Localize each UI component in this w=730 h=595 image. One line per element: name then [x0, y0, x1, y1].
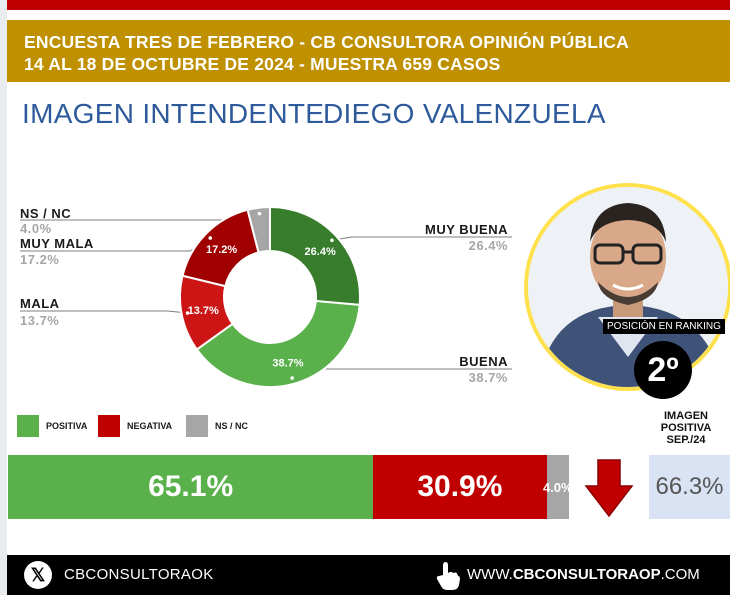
leader-dot [208, 236, 213, 240]
top-accent-bar [7, 0, 730, 10]
legend-label: POSITIVA [46, 420, 88, 431]
previous-value: 66.3% [649, 455, 730, 519]
donut-data-label: 17.2% [206, 244, 237, 256]
legend-swatch [98, 414, 120, 437]
header-line-2: 14 AL 18 DE OCTUBRE DE 2024 - MUESTRA 65… [24, 54, 501, 74]
pointer-hand-icon [436, 562, 460, 590]
previous-label-line-1: IMAGEN [664, 410, 708, 422]
legend-label: NEGATIVA [127, 420, 173, 431]
donut-data-label: 26.4% [305, 246, 336, 258]
label-muy-buena: MUY BUENA [425, 222, 508, 237]
donut-labels: 26.4% 38.7% 13.7% 17.2% [185, 211, 336, 380]
header-banner: ENCUESTA TRES DE FEBRERO - CB CONSULTORA… [7, 20, 730, 82]
footer: 𝕏 CBCONSULTORAOK WWW.CBCONSULTORAOP.COM [7, 555, 730, 595]
page: ENCUESTA TRES DE FEBRERO - CB CONSULTORA… [7, 0, 730, 595]
value-mala: 13.7% [20, 313, 60, 328]
x-logo-icon[interactable]: 𝕏 [24, 561, 52, 589]
legend-swatch [17, 414, 39, 437]
leader-dot [330, 238, 334, 243]
website-prefix: WWW. [467, 566, 513, 583]
social-handle[interactable]: CBCONSULTORAOK [64, 566, 214, 583]
donut-data-label: 38.7% [272, 358, 303, 370]
donut-slices [179, 205, 361, 388]
previous-label-line-2: POSITIVA [660, 422, 712, 434]
leader-dot [257, 211, 262, 216]
website-suffix: .COM [660, 566, 700, 583]
website-main: CBCONSULTORAOP [512, 566, 661, 583]
value-buena: 38.7% [468, 370, 508, 385]
legend-swatch [186, 414, 208, 437]
down-arrow-icon [584, 459, 634, 518]
previous-label: IMAGEN POSITIVA SEP./24 [642, 410, 730, 446]
title-name: DIEGO VALENZUELA [323, 98, 606, 129]
leader-dot [290, 376, 294, 380]
bar-segment-negativa: 30.9% [373, 455, 547, 519]
legend-item-negativa: NEGATIVA [98, 414, 172, 437]
label-ns-nc: NS / NC [20, 206, 72, 221]
bar-segment-ns-nc: 4.0% [543, 455, 573, 519]
legend-item-positiva: POSITIVA [17, 414, 87, 437]
value-muy-buena: 26.4% [468, 238, 508, 253]
donut-slice-muy-buena [269, 205, 361, 306]
title-label: IMAGEN INTENDENTE [22, 98, 325, 129]
bar-segment-positiva: 65.1% [8, 455, 374, 519]
person-portrait-icon [528, 187, 728, 387]
legend-item-ns-nc: NS / NC [186, 414, 248, 437]
ranking-badge: 2º [634, 341, 692, 399]
label-buena: BUENA [459, 354, 508, 369]
website-link[interactable]: WWW.CBCONSULTORAOP.COM [467, 566, 700, 583]
legend-label: NS / NC [215, 420, 249, 431]
label-muy-mala: MUY MALA [20, 236, 94, 251]
label-mala: MALA [20, 296, 60, 311]
header-line-1: ENCUESTA TRES DE FEBRERO - CB CONSULTORA… [24, 32, 629, 52]
donut-slice-buena [195, 299, 361, 388]
donut-slice-ns-nc [246, 205, 271, 254]
donut-data-label: 13.7% [188, 305, 219, 317]
value-muy-mala: 17.2% [20, 252, 60, 267]
portrait-photo [524, 183, 730, 391]
value-ns-nc: 4.0% [20, 221, 52, 236]
donut-chart: 26.4% 38.7% 13.7% 17.2% [20, 205, 512, 388]
leader-dot [185, 311, 190, 315]
ranking-label: POSICIÓN EN RANKING [603, 319, 725, 334]
previous-label-line-3: SEP./24 [666, 434, 706, 446]
